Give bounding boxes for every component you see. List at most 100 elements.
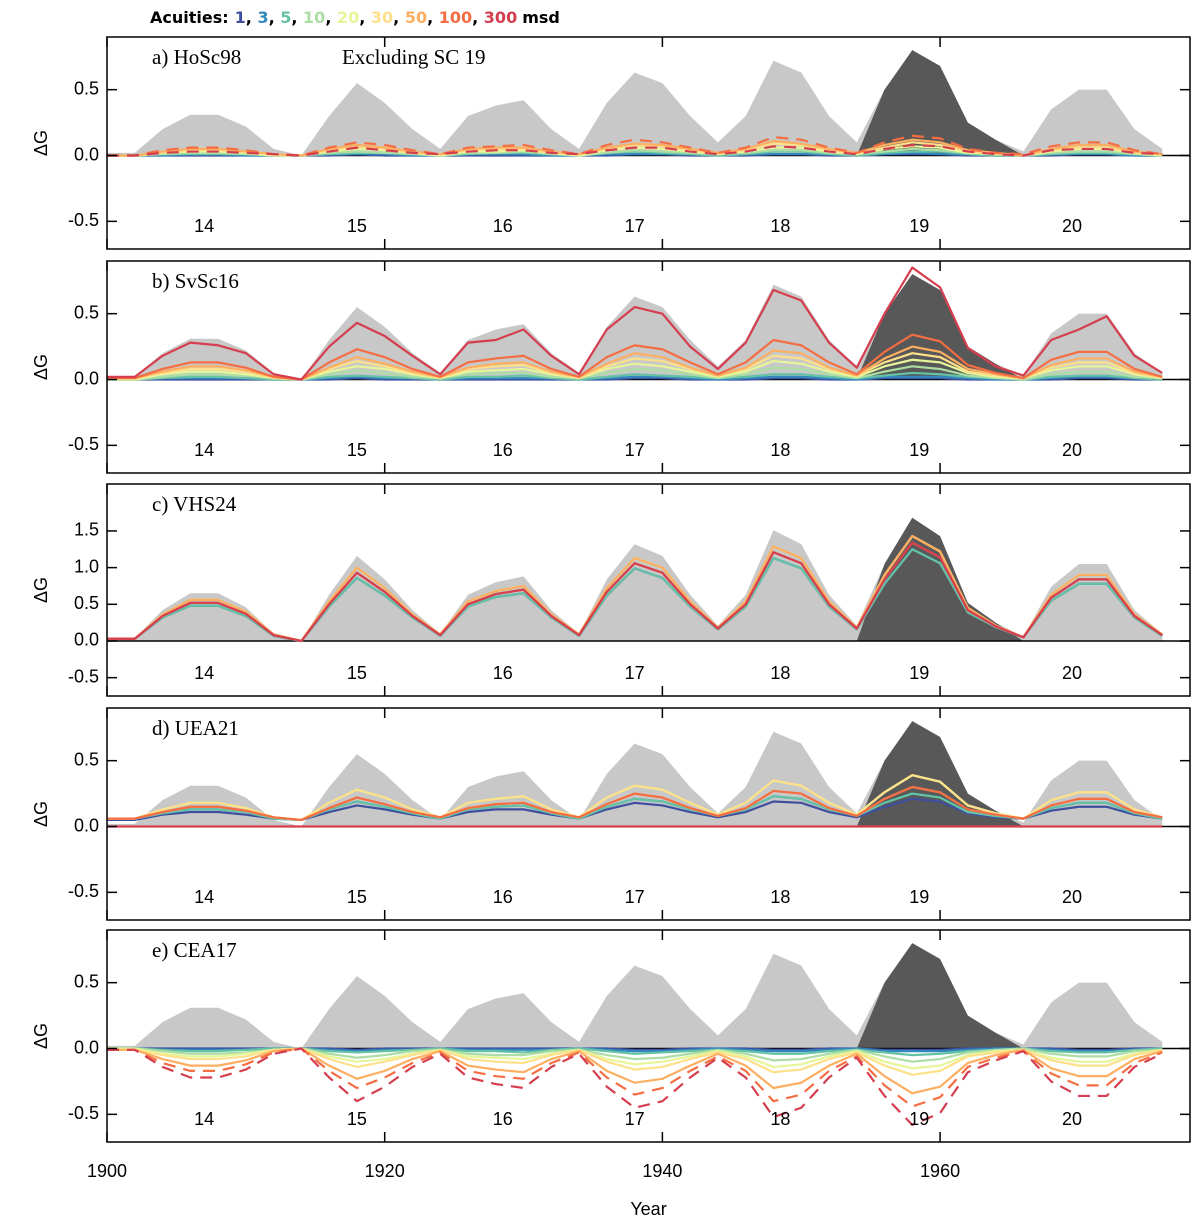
cycle-label: 19 xyxy=(909,663,929,683)
series-line xyxy=(107,785,1163,822)
y-axis-label: ΔG xyxy=(31,1023,51,1049)
series-line xyxy=(107,541,1163,643)
x-tick-label: 1940 xyxy=(642,1161,682,1181)
legend-entry: 300 xyxy=(484,8,517,27)
cycle-label: 14 xyxy=(194,887,214,907)
x-tick-label: 1960 xyxy=(920,1161,960,1181)
cycle-label: 15 xyxy=(347,1109,367,1129)
annotation: Excluding SC 19 xyxy=(342,45,486,69)
cycle-label: 19 xyxy=(909,1109,929,1129)
cycle-label: 14 xyxy=(194,663,214,683)
y-axis-label: ΔG xyxy=(31,130,51,156)
cycle-label: 20 xyxy=(1062,440,1082,460)
y-tick-label: -0.5 xyxy=(68,210,99,230)
y-axis-label: ΔG xyxy=(31,577,51,603)
cycle-label: 20 xyxy=(1062,887,1082,907)
cycle-label: 19 xyxy=(909,887,929,907)
excluded-area xyxy=(856,517,1024,641)
y-axis-label: ΔG xyxy=(31,801,51,827)
reference-area xyxy=(107,50,1163,156)
cycle-label: 18 xyxy=(770,1109,790,1129)
cycle-label: 17 xyxy=(625,887,645,907)
cycle-label: 16 xyxy=(493,216,513,236)
cycle-label: 16 xyxy=(493,663,513,683)
cycle-label: 17 xyxy=(625,440,645,460)
legend-unit: msd xyxy=(522,8,560,27)
y-tick-label: 0.0 xyxy=(74,630,99,650)
plot-frame xyxy=(106,707,1191,921)
legend-entry: 1 xyxy=(235,8,246,27)
series-line xyxy=(107,266,1163,381)
legend-entry: 10 xyxy=(303,8,325,27)
legend-entry: 5 xyxy=(280,8,291,27)
panel-title: a) HoSc98 xyxy=(152,45,241,69)
reference-area xyxy=(107,943,1163,1049)
legend: Acuities: 1, 3, 5, 10, 20, 30, 50, 100, 3… xyxy=(150,8,560,27)
y-tick-label: -0.5 xyxy=(68,666,99,686)
legend-separator: , xyxy=(472,8,484,27)
legend-separator: , xyxy=(325,8,337,27)
y-tick-label: 0.5 xyxy=(74,302,99,322)
cycle-label: 14 xyxy=(194,1109,214,1129)
y-tick-label: -0.5 xyxy=(68,1103,99,1123)
cycle-label: 20 xyxy=(1062,1109,1082,1129)
cycle-label: 14 xyxy=(194,440,214,460)
cycle-label: 15 xyxy=(347,440,367,460)
cycle-label: 19 xyxy=(909,216,929,236)
cycle-label: 14 xyxy=(194,216,214,236)
plot-frame xyxy=(106,36,1191,250)
y-tick-label: 0.5 xyxy=(74,78,99,98)
y-tick-label: 0.5 xyxy=(74,971,99,991)
x-axis-label: Year xyxy=(630,1199,666,1219)
series-line xyxy=(107,333,1163,381)
legend-entry: 50 xyxy=(405,8,427,27)
excluded-area xyxy=(856,50,1024,156)
cycle-label: 15 xyxy=(347,216,367,236)
reference-area xyxy=(107,721,1163,827)
panel-title: b) SvSc16 xyxy=(152,269,239,293)
cycle-label: 15 xyxy=(347,663,367,683)
legend-separator: , xyxy=(359,8,371,27)
legend-entry: 30 xyxy=(371,8,393,27)
x-tick-label: 1920 xyxy=(365,1161,405,1181)
cycle-label: 20 xyxy=(1062,663,1082,683)
legend-entry: 100 xyxy=(439,8,472,27)
panel-title: c) VHS24 xyxy=(152,492,237,516)
y-tick-label: 0.0 xyxy=(74,144,99,164)
panel-title: e) CEA17 xyxy=(152,938,237,962)
series-line xyxy=(107,143,1163,157)
y-tick-label: 0.0 xyxy=(74,1037,99,1057)
y-tick-label: 0.5 xyxy=(74,593,99,613)
cycle-label: 17 xyxy=(625,1109,645,1129)
y-tick-label: -0.5 xyxy=(68,434,99,454)
legend-entry: 3 xyxy=(257,8,268,27)
y-tick-label: 0.5 xyxy=(74,749,99,769)
series-line xyxy=(107,138,1163,157)
y-tick-label: 0.0 xyxy=(74,815,99,835)
y-tick-label: -0.5 xyxy=(68,881,99,901)
plot-frame xyxy=(106,260,1191,474)
plot-frame xyxy=(106,929,1191,1143)
cycle-label: 15 xyxy=(347,887,367,907)
legend-separator: , xyxy=(246,8,258,27)
legend-title: Acuities: xyxy=(150,8,229,27)
y-tick-label: 1.5 xyxy=(74,520,99,540)
cycle-label: 18 xyxy=(770,887,790,907)
cycle-label: 18 xyxy=(770,216,790,236)
y-tick-label: 1.0 xyxy=(74,556,99,576)
legend-entry: 20 xyxy=(337,8,359,27)
cycle-label: 16 xyxy=(493,1109,513,1129)
legend-separator: , xyxy=(393,8,405,27)
cycle-label: 19 xyxy=(909,440,929,460)
y-axis-label: ΔG xyxy=(31,354,51,380)
plot-frame xyxy=(106,483,1191,697)
reference-area xyxy=(107,517,1163,641)
x-tick-label: 1900 xyxy=(87,1161,127,1181)
cycle-label: 17 xyxy=(625,663,645,683)
y-tick-label: 0.0 xyxy=(74,368,99,388)
legend-separator: , xyxy=(427,8,439,27)
panel-title: d) UEA21 xyxy=(152,716,239,740)
series-line xyxy=(107,1047,1163,1126)
